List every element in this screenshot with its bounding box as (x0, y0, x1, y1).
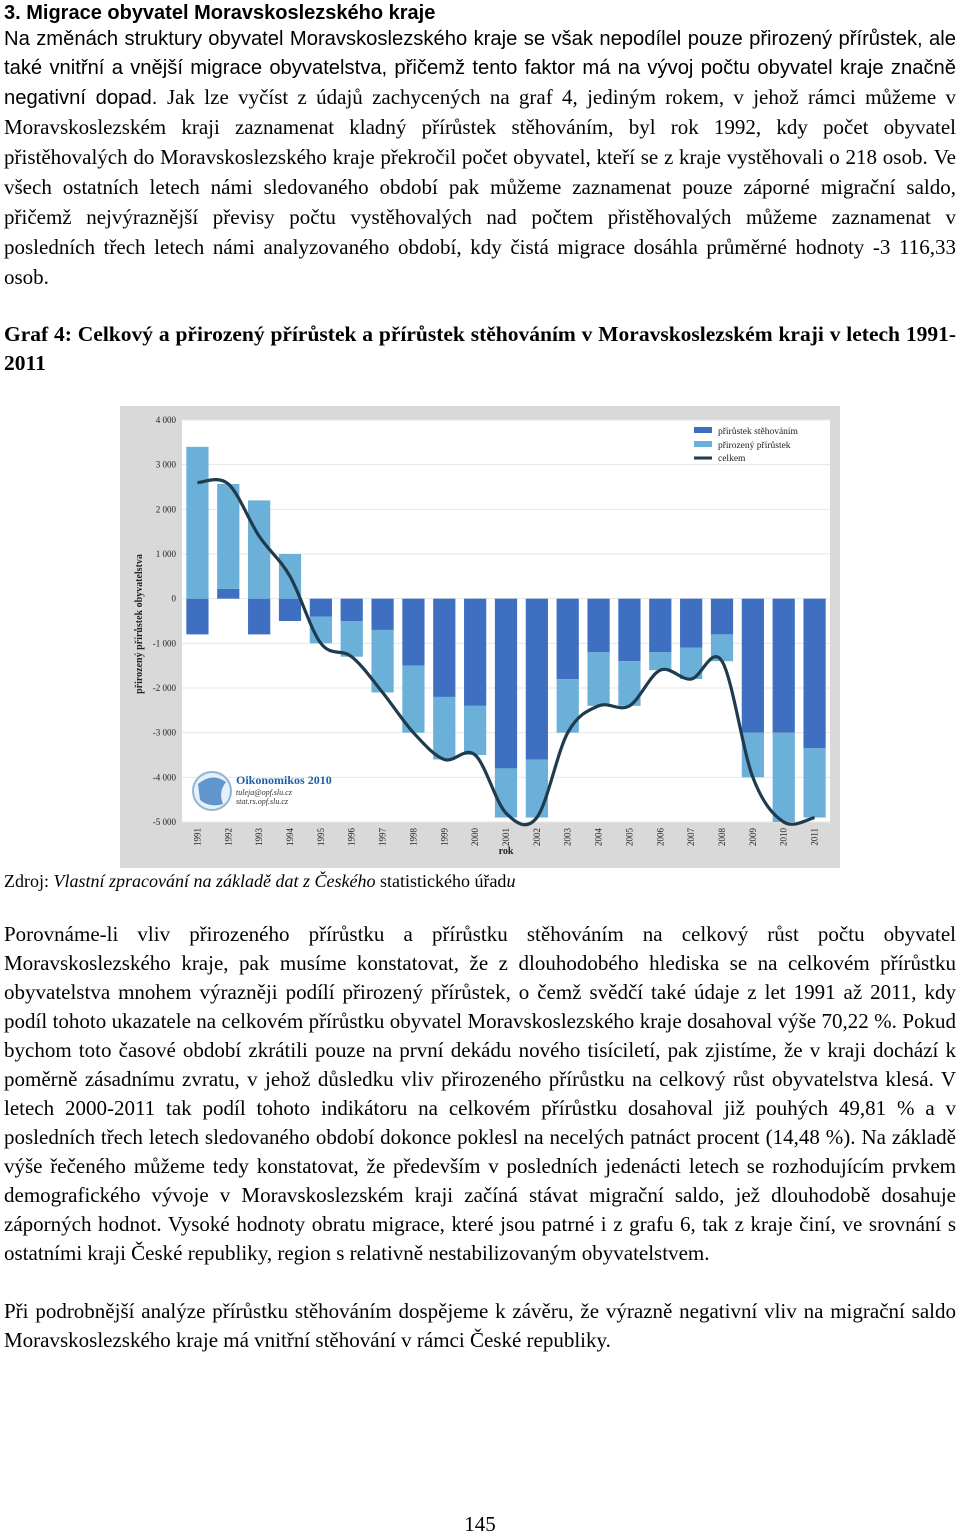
y-tick-label: -4 000 (153, 772, 177, 782)
bar-prirustek-stehovanim-2000 (464, 598, 487, 706)
x-tick-label: 2002 (532, 828, 542, 846)
x-tick-label: 2000 (470, 828, 480, 847)
legend-swatch-prirozeny-prirustek (694, 441, 712, 447)
y-tick-label: 4 000 (156, 415, 177, 425)
series-line-celkem (197, 478, 815, 827)
x-tick-label: 1999 (439, 828, 449, 847)
legend-label-celkem: celkem (718, 454, 746, 464)
bar-prirustek-stehovanim-1992 (217, 588, 240, 599)
bar-prirozeny-prirustek-2003 (556, 679, 579, 733)
bar-prirustek-stehovanim-1997 (371, 598, 394, 630)
bar-prirozeny-prirustek-2006 (649, 652, 672, 671)
intro-text-1: Na změnách struktury obyvatel Moravskosl… (4, 28, 956, 109)
bar-prirozeny-prirustek-2009 (741, 732, 764, 778)
logo-title: Oikonomikos 2010 (236, 773, 332, 787)
bar-prirustek-stehovanim-2007 (680, 598, 703, 648)
bar-prirozeny-prirustek-2011 (803, 748, 826, 818)
bar-prirozeny-prirustek-1996 (340, 621, 363, 657)
x-tick-label: 2004 (594, 828, 604, 847)
x-tick-label: 1993 (254, 828, 264, 847)
x-tick-label: 2007 (686, 828, 696, 847)
bar-prirozeny-prirustek-1997 (371, 629, 394, 693)
x-tick-label: 2008 (717, 828, 727, 847)
x-tick-label: 2010 (779, 828, 789, 847)
chart-svg: 4 000 3 000 2 000 1 000 0 -1 000 -2 000 -3 000 -… (120, 406, 840, 868)
bar-prirozeny-prirustek-1991 (186, 446, 209, 599)
bar-prirozeny-prirustek-2010 (772, 732, 795, 822)
paragraph-3: Při podrobnější analýze přírůstku stěhov… (4, 1299, 956, 1352)
bar-prirozeny-prirustek-2004 (587, 652, 610, 706)
bar-prirustek-stehovanim-2001 (494, 598, 518, 769)
bar-prirozeny-prirustek-2002 (525, 759, 548, 818)
legend-label-prirozeny-prirustek: přirozený přírůstek (718, 440, 791, 451)
bar-prirozeny-prirustek-1993 (248, 500, 271, 599)
bar-prirustek-stehovanim-2010 (772, 598, 795, 733)
bar-prirustek-stehovanim-2003 (556, 598, 579, 680)
bar-prirozeny-prirustek-2001 (494, 768, 518, 818)
x-tick-label: 1998 (408, 828, 418, 847)
bar-prirozeny-prirustek-2007 (680, 647, 703, 680)
x-tick-label: 1996 (347, 828, 357, 847)
paragraph-2: Porovnáme-li vliv přirozeného přírůstku … (4, 922, 957, 1265)
logo-email: tuleja@opf.slu.cz (236, 788, 293, 797)
x-tick-label: 1991 (192, 828, 202, 846)
x-tick-label: 1992 (223, 828, 233, 846)
y-tick-label: 2 000 (156, 504, 177, 514)
page-number: 145 (464, 1512, 496, 1536)
legend: přírůstek stěhováním přirozený přírůstek… (694, 426, 799, 464)
x-tick-label: 2003 (563, 828, 573, 847)
bar-prirustek-stehovanim-1993 (248, 598, 271, 635)
chart-container: 4 000 3 000 2 000 1 000 0 -1 000 -2 000 -3 000 -… (120, 406, 840, 868)
bar-prirozeny-prirustek-1999 (433, 696, 456, 760)
bar-prirustek-stehovanim-1994 (278, 598, 302, 621)
legend-swatch-prirustek-stehovanim (694, 427, 712, 433)
body-text: Porovnáme-li vliv přirozeného přírůstku … (4, 920, 956, 1355)
y-tick-label: 3 000 (156, 460, 177, 470)
y-tick-label: 1 000 (156, 549, 177, 559)
y-tick-label: 0 (172, 594, 177, 604)
bar-prirustek-stehovanim-2004 (587, 598, 610, 653)
x-axis-label: rok (499, 846, 514, 857)
legend-label-prirustek-stehovanim: přírůstek stěhováním (718, 426, 799, 437)
bar-prirustek-stehovanim-2008 (710, 598, 734, 635)
x-tick-label: 2011 (810, 828, 820, 846)
intro-paragraph: Na změnách struktury obyvatel Moravskosl… (4, 25, 956, 293)
oikonomikos-logo: Oikonomikos 2010 tuleja@opf.slu.cz stat.… (192, 771, 332, 811)
bar-prirustek-stehovanim-2002 (525, 598, 548, 760)
x-tick-label: 1994 (285, 828, 295, 847)
y-tick-label: -1 000 (153, 638, 177, 648)
bar-prirozeny-prirustek-2005 (618, 661, 641, 706)
y-tick-label: -3 000 (153, 728, 177, 738)
bar-prirustek-stehovanim-1991 (186, 598, 209, 635)
graph-title: Graf 4: Celkový a přirozený přírůstek a … (4, 322, 956, 375)
bar-prirozeny-prirustek-2008 (710, 634, 734, 662)
y-tick-label: -2 000 (153, 683, 177, 693)
bar-prirustek-stehovanim-2005 (618, 598, 641, 662)
bar-prirustek-stehovanim-2009 (741, 598, 764, 733)
intro-text-2: Jak lze vyčíst z údajů zachycených na gr… (4, 85, 956, 169)
bar-prirozeny-prirustek-2000 (464, 705, 487, 755)
bar-prirustek-stehovanim-1996 (340, 598, 363, 621)
y-axis-label: přirozený přírůstek obyvatelstva (134, 554, 145, 694)
bar-prirustek-stehovanim-1998 (402, 598, 425, 666)
x-tick-label: 1997 (378, 828, 388, 847)
y-tick-label: -5 000 (153, 817, 177, 827)
x-tick-label: 2009 (748, 828, 758, 847)
x-tick-label: 2001 (501, 828, 511, 846)
bar-prirustek-stehovanim-1995 (309, 598, 332, 617)
chart-source: Zdroj: Vlastní zpracování na základě dat… (4, 871, 516, 891)
document-page: 3. Migrace obyvatel Moravskoslezského kr… (4, 0, 956, 378)
bar-prirozeny-prirustek-1992 (217, 483, 240, 589)
x-tick-label: 2005 (624, 828, 634, 847)
intro-text-3: Ve všech ostatních letech námi sledované… (4, 145, 956, 289)
x-tick-label: 2006 (655, 828, 665, 847)
bar-prirustek-stehovanim-1999 (433, 598, 456, 697)
section-heading: 3. Migrace obyvatel Moravskoslezského kr… (4, 2, 436, 24)
bar-prirustek-stehovanim-2011 (803, 598, 826, 749)
x-tick-label: 1995 (316, 828, 326, 847)
bar-prirustek-stehovanim-2006 (649, 598, 672, 653)
bar-prirozeny-prirustek-1998 (402, 665, 425, 733)
logo-url: stat.rs.opf.slu.cz (236, 797, 289, 806)
